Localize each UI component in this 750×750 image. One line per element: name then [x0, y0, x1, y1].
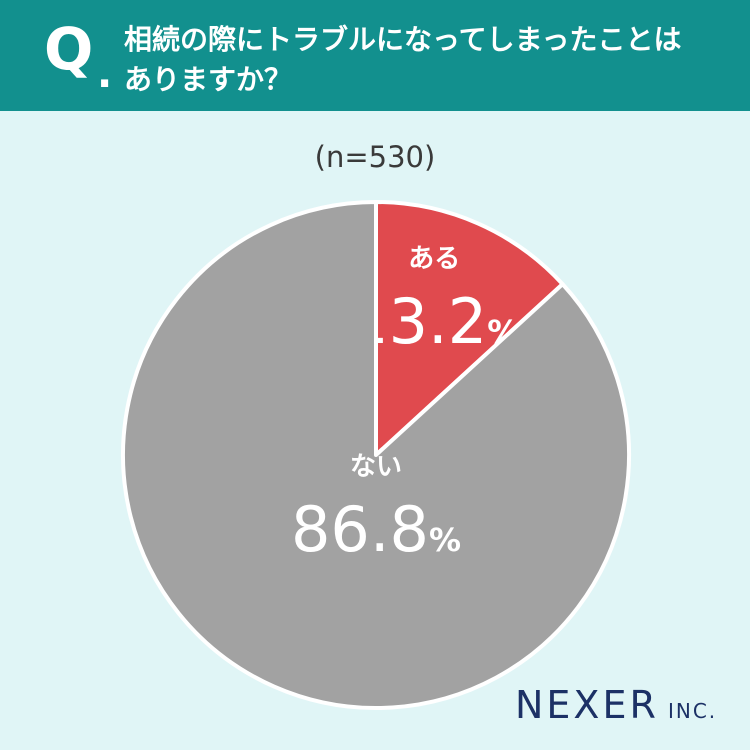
slice-category-label: ない: [350, 452, 402, 482]
question-line-1: 相続の際にトラブルになってしまったことは: [124, 23, 682, 56]
q-dot: .: [97, 51, 113, 97]
logo-main-text: NEXER: [515, 683, 659, 727]
nexer-logo: NEXER INC.: [515, 686, 717, 724]
question-line-2: ありますか？: [124, 63, 293, 96]
slice-value-label: 86.8%: [291, 493, 461, 566]
pie-slice-no: [121, 200, 631, 710]
question-text: 相続の際にトラブルになってしまったことは ありますか？: [124, 20, 734, 100]
question-header: Q . 相続の際にトラブルになってしまったことは ありますか？: [0, 0, 750, 111]
q-icon: Q: [44, 15, 94, 83]
pie-slice-yes: [374, 200, 565, 457]
slice-category-label: ある: [408, 244, 460, 274]
sample-size: (n=530): [314, 140, 436, 174]
logo-sub-text: INC.: [667, 699, 718, 723]
